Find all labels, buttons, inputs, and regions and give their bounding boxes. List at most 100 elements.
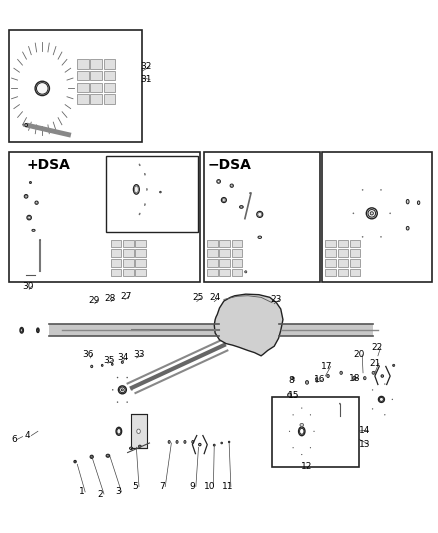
Circle shape [159,191,161,193]
Text: 22: 22 [371,343,382,352]
Circle shape [35,81,49,95]
Circle shape [118,386,126,394]
Circle shape [121,389,123,391]
Text: 4: 4 [25,431,31,440]
Circle shape [378,397,384,402]
Text: 13: 13 [358,440,370,449]
Text: +DSA: +DSA [27,158,71,173]
Ellipse shape [339,372,341,374]
Circle shape [361,189,362,190]
Bar [123,240,134,247]
Bar [325,269,335,276]
Ellipse shape [144,204,145,206]
Bar [103,71,115,80]
Bar [77,94,88,104]
Circle shape [392,365,394,366]
Text: 1: 1 [78,487,85,496]
Circle shape [389,213,390,214]
Circle shape [119,387,125,393]
Text: 21: 21 [369,359,380,368]
Bar [9,30,141,142]
Bar [325,240,335,247]
Circle shape [313,431,314,432]
Ellipse shape [23,124,25,126]
Bar [337,240,347,247]
Bar [219,259,230,266]
Circle shape [35,202,37,204]
Ellipse shape [353,377,354,379]
Ellipse shape [339,372,342,374]
Text: 17: 17 [321,362,332,371]
Ellipse shape [117,429,120,434]
Bar [207,240,217,247]
Text: −DSA: −DSA [207,158,251,173]
Circle shape [371,408,372,409]
Ellipse shape [291,377,293,379]
Ellipse shape [134,186,138,193]
Bar [90,59,102,69]
Bar [272,397,358,467]
Circle shape [392,365,393,366]
Circle shape [29,182,32,183]
Ellipse shape [239,206,243,208]
Ellipse shape [352,376,355,380]
Circle shape [117,377,118,378]
Text: 7: 7 [159,482,164,491]
Text: 14: 14 [358,426,370,435]
Bar [349,259,360,266]
Ellipse shape [91,365,92,368]
Ellipse shape [116,427,121,435]
Text: 11: 11 [221,482,233,491]
Ellipse shape [133,184,139,194]
Circle shape [74,461,76,463]
Circle shape [257,213,261,216]
Circle shape [35,201,38,204]
Circle shape [391,399,392,400]
Circle shape [380,236,381,237]
Ellipse shape [363,377,365,379]
Bar [111,249,121,257]
Ellipse shape [106,454,110,457]
Text: 35: 35 [103,356,115,365]
Text: 2: 2 [97,489,103,498]
Ellipse shape [139,213,140,215]
Bar [9,152,199,282]
Circle shape [245,271,246,272]
Ellipse shape [168,441,170,443]
Bar [135,240,146,247]
Bar [219,240,230,247]
Circle shape [378,398,382,401]
Text: 34: 34 [117,353,129,362]
Circle shape [372,372,374,374]
Circle shape [369,212,373,215]
Circle shape [249,192,250,193]
Bar [135,259,146,266]
Text: 3: 3 [115,487,120,496]
Ellipse shape [299,429,303,434]
Ellipse shape [25,124,28,127]
Circle shape [28,216,30,219]
Bar [135,249,146,257]
Ellipse shape [146,189,147,190]
Circle shape [361,236,362,237]
Text: 6: 6 [11,435,17,444]
Ellipse shape [326,375,328,377]
Circle shape [230,185,232,187]
Text: 36: 36 [82,350,94,359]
Circle shape [380,375,383,377]
Text: 5: 5 [132,482,138,491]
Bar [103,59,115,69]
Ellipse shape [299,423,303,426]
Bar [337,259,347,266]
Ellipse shape [327,375,328,377]
Bar [207,269,217,276]
Bar [77,71,88,80]
Circle shape [30,182,31,183]
Text: 32: 32 [141,62,152,71]
Circle shape [74,461,75,462]
Text: 23: 23 [270,295,282,304]
Circle shape [230,184,233,187]
Ellipse shape [184,441,186,443]
Bar [111,240,121,247]
Text: 28: 28 [104,294,116,303]
